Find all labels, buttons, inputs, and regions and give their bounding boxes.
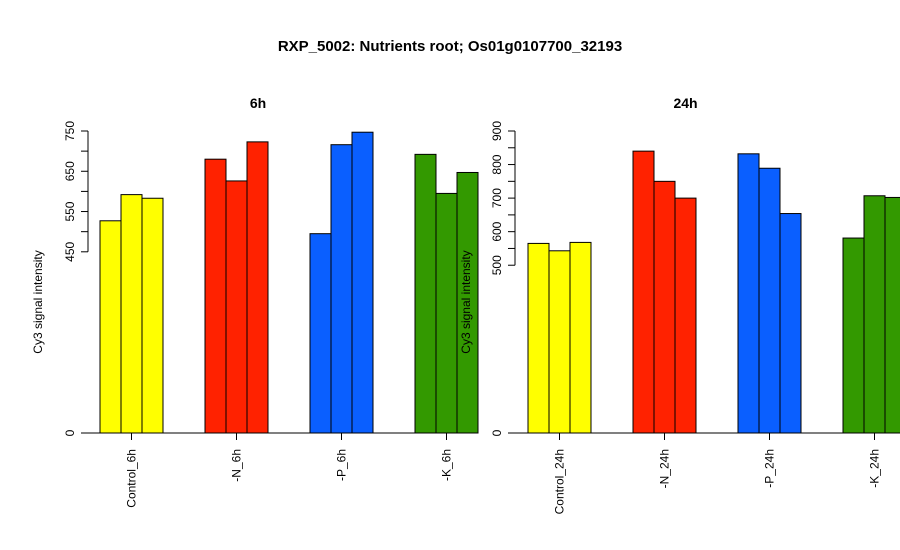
p2-bar bbox=[632, 150, 655, 434]
p1-bar bbox=[330, 144, 353, 434]
p2-bar bbox=[758, 167, 781, 434]
p1-bar bbox=[246, 141, 269, 434]
p2-title: 24h bbox=[673, 95, 697, 111]
figure-title: RXP_5002: Nutrients root; Os01g0107700_3… bbox=[277, 38, 623, 55]
p2-y-axis-label: Cy3 signal intensity bbox=[459, 250, 473, 353]
p2-y-tick-label: 0 bbox=[490, 429, 504, 436]
p2-y-tick-label: 700 bbox=[490, 188, 504, 208]
p1-y-tick-label: 0 bbox=[63, 429, 77, 436]
p2-bar bbox=[653, 180, 676, 434]
p1-bar bbox=[414, 153, 437, 434]
p2-bar bbox=[674, 197, 697, 434]
p1-bar bbox=[456, 171, 479, 434]
p1-bar bbox=[351, 131, 374, 434]
p1-bar bbox=[99, 220, 122, 434]
p2-y-tick-label: 900 bbox=[490, 121, 504, 141]
p2-bar bbox=[842, 237, 865, 434]
p2-bar bbox=[737, 153, 760, 434]
p1-bar bbox=[204, 158, 227, 434]
p2-x-tick-label: -N_24h bbox=[658, 449, 672, 488]
p2-x-tick-label: -K_24h bbox=[868, 449, 882, 488]
p1-y-axis-label: Cy3 signal intensity bbox=[31, 250, 45, 353]
p1-x-tick-label: Control_6h bbox=[125, 449, 139, 508]
p1-bar bbox=[141, 197, 164, 434]
p2-y-tick-label: 800 bbox=[490, 154, 504, 174]
p1-bar bbox=[120, 194, 143, 434]
p1-y-tick-label: 550 bbox=[63, 201, 77, 221]
p1-bar bbox=[435, 192, 458, 434]
p2-bar bbox=[548, 250, 571, 434]
p2-bar bbox=[863, 195, 886, 434]
p1-x-tick-label: -P_6h bbox=[335, 449, 349, 481]
p2-bar bbox=[779, 213, 802, 434]
p1-title: 6h bbox=[250, 95, 266, 111]
p1-y-tick-label: 650 bbox=[63, 161, 77, 181]
p1-y-tick-label: 750 bbox=[63, 121, 77, 141]
p2-y-tick-label: 500 bbox=[490, 255, 504, 275]
p2-bar bbox=[527, 242, 550, 434]
p1-bar bbox=[309, 233, 332, 434]
p2-bar bbox=[884, 196, 900, 434]
p2-bar bbox=[569, 241, 592, 434]
p1-y-tick-label: 450 bbox=[63, 241, 77, 261]
p1-x-tick-label: -N_6h bbox=[230, 449, 244, 482]
p2-x-tick-label: -P_24h bbox=[763, 449, 777, 488]
p2-x-tick-label: Control_24h bbox=[553, 449, 567, 514]
p2-y-tick-label: 600 bbox=[490, 221, 504, 241]
p1-x-tick-label: -K_6h bbox=[440, 449, 454, 481]
p1-bar bbox=[225, 180, 248, 434]
